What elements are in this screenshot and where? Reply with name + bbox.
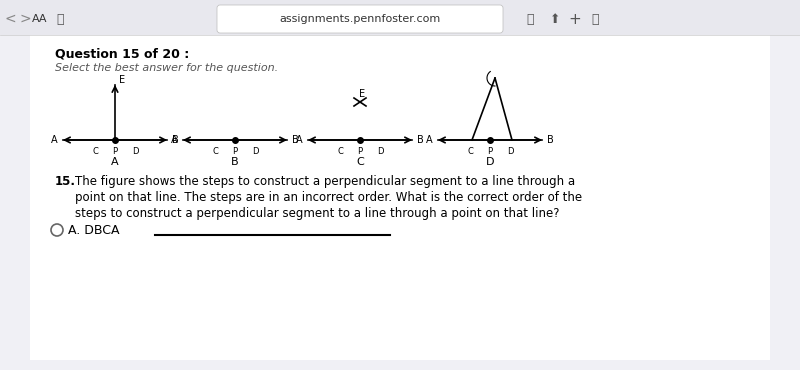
- Text: B: B: [292, 135, 298, 145]
- FancyBboxPatch shape: [217, 5, 503, 33]
- Text: Question 15 of 20 :: Question 15 of 20 :: [55, 47, 190, 61]
- Text: P: P: [487, 147, 493, 156]
- Text: C: C: [467, 147, 473, 156]
- Text: C: C: [92, 147, 98, 156]
- Text: D: D: [486, 157, 494, 167]
- Text: point on that line. The steps are in an incorrect order. What is the correct ord: point on that line. The steps are in an …: [75, 191, 582, 204]
- Text: steps to construct a perpendicular segment to a line through a point on that lin: steps to construct a perpendicular segme…: [75, 207, 559, 220]
- Text: B: B: [231, 157, 239, 167]
- Text: P: P: [358, 147, 362, 156]
- Text: assignments.pennfoster.com: assignments.pennfoster.com: [279, 14, 441, 24]
- Text: C: C: [212, 147, 218, 156]
- Text: A: A: [171, 135, 178, 145]
- Text: AA: AA: [32, 14, 48, 24]
- Text: D: D: [377, 147, 383, 156]
- Text: <: <: [4, 12, 16, 26]
- Text: A: A: [296, 135, 303, 145]
- Circle shape: [51, 224, 63, 236]
- Text: C: C: [356, 157, 364, 167]
- Text: B: B: [172, 135, 178, 145]
- Text: The figure shows the steps to construct a perpendicular segment to a line throug: The figure shows the steps to construct …: [75, 175, 575, 188]
- Text: D: D: [506, 147, 514, 156]
- Text: E: E: [359, 89, 365, 99]
- Text: ⧉: ⧉: [591, 13, 598, 26]
- Text: +: +: [569, 11, 582, 27]
- Text: D: D: [132, 147, 138, 156]
- FancyBboxPatch shape: [0, 0, 800, 35]
- Text: B: B: [417, 135, 424, 145]
- Text: P: P: [233, 147, 238, 156]
- Text: B: B: [547, 135, 554, 145]
- Text: A: A: [51, 135, 58, 145]
- Text: A. DBCA: A. DBCA: [68, 223, 119, 236]
- Text: P: P: [113, 147, 118, 156]
- Text: A: A: [111, 157, 119, 167]
- Text: D: D: [252, 147, 258, 156]
- Text: 15.: 15.: [55, 175, 76, 188]
- Text: >: >: [19, 12, 31, 26]
- Text: E: E: [119, 75, 125, 85]
- Text: ⬆: ⬆: [550, 13, 560, 26]
- Text: C: C: [337, 147, 343, 156]
- Text: A: A: [426, 135, 433, 145]
- FancyBboxPatch shape: [30, 10, 770, 360]
- Text: ⬜: ⬜: [56, 13, 64, 26]
- Text: Select the best answer for the question.: Select the best answer for the question.: [55, 63, 278, 73]
- Text: ⓒ: ⓒ: [526, 13, 534, 26]
